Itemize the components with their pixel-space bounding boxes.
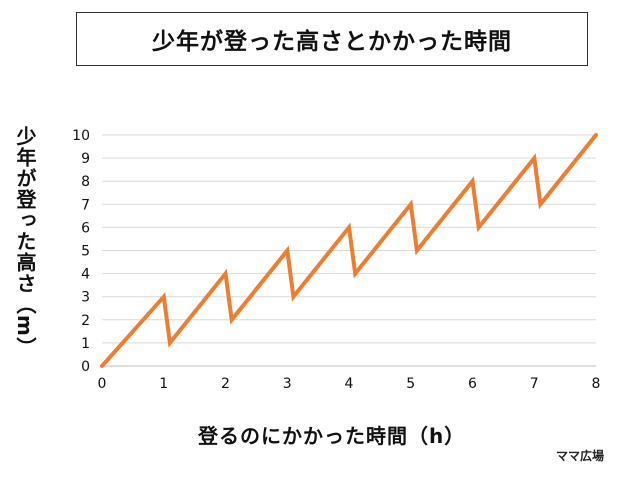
y-tick-label: 1: [81, 336, 90, 352]
x-axis-label: 登るのにかかった時間（h）: [198, 424, 466, 448]
y-tick-label: 0: [81, 359, 90, 375]
y-tick-label: 9: [81, 151, 90, 167]
x-tick-label: 3: [283, 376, 292, 392]
chart-title-box: 少年が登った高さとかかった時間: [76, 12, 588, 66]
x-tick-label: 5: [406, 376, 415, 392]
x-tick-label: 6: [468, 376, 477, 392]
y-tick-label: 5: [81, 244, 90, 260]
x-tick-label: 4: [345, 376, 354, 392]
y-tick-label: 3: [81, 290, 90, 306]
y-tick-label: 8: [81, 174, 90, 190]
x-tick-label: 2: [221, 376, 230, 392]
y-tick-label: 10: [72, 128, 90, 144]
x-tick-label: 0: [98, 376, 107, 392]
series-line: [100, 133, 598, 368]
y-tick-label: 6: [81, 220, 90, 236]
y-tick-label: 7: [81, 197, 90, 213]
y-tick-label: 2: [81, 313, 90, 329]
x-tick-label: 7: [530, 376, 539, 392]
chart-title: 少年が登った高さとかかった時間: [152, 29, 512, 55]
x-tick-label: 8: [592, 376, 601, 392]
watermark: ママ広場: [556, 449, 605, 463]
x-tick-label: 1: [159, 376, 168, 392]
y-tick-label: 4: [81, 267, 90, 283]
y-axis-label: 少年が登った高さ（m）: [13, 126, 37, 358]
